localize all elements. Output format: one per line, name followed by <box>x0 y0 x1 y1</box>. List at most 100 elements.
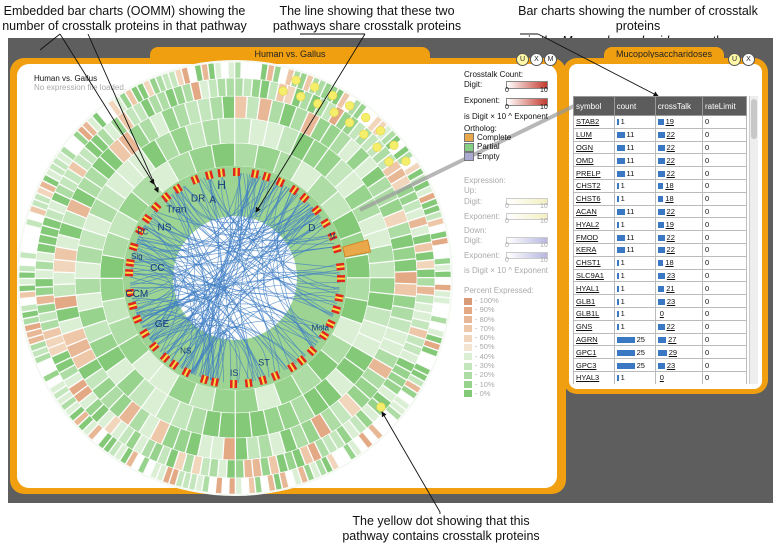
table-row[interactable]: CHST2 1 18 0 <box>573 178 748 193</box>
crosstalk-cell[interactable]: 19 <box>654 217 703 232</box>
crosstalk-cell[interactable]: 22 <box>654 242 703 257</box>
table-row[interactable]: GLB1 1 23 0 <box>573 294 748 308</box>
crosstalk-value[interactable]: 22 <box>666 206 675 216</box>
gene-symbol-link[interactable]: ACAN <box>573 204 615 219</box>
crosstalk-cell[interactable]: 0 <box>654 370 703 384</box>
table-row[interactable]: OGN 11 22 0 <box>573 140 748 155</box>
gene-symbol-link[interactable]: KERA <box>573 242 615 257</box>
gene-symbol-link[interactable]: SLC9A1 <box>573 268 615 283</box>
table-row[interactable]: GPC1 25 29 0 <box>573 345 748 360</box>
crosstalk-cell[interactable]: 18 <box>654 178 703 193</box>
gene-symbol-link[interactable]: AGRN <box>573 332 615 347</box>
crosstalk-value[interactable]: 0 <box>659 309 664 319</box>
gene-symbol-link[interactable]: LUM <box>573 127 615 142</box>
crosstalk-cell[interactable]: 22 <box>654 204 703 219</box>
crosstalk-cell[interactable]: 21 <box>654 281 703 296</box>
table-row[interactable]: AGRN 25 27 0 <box>573 332 748 347</box>
gene-symbol-link[interactable]: GPC3 <box>573 358 615 372</box>
left-panel-tab[interactable]: Human vs. Gallus <box>150 47 430 61</box>
crosstalk-value[interactable]: 29 <box>668 347 678 357</box>
gene-symbol-link[interactable]: CHST2 <box>573 178 615 193</box>
crosstalk-cell[interactable]: 22 <box>654 166 703 180</box>
table-row[interactable]: STAB2 1 19 0 <box>573 115 748 129</box>
table-row[interactable]: HYAL1 1 21 0 <box>573 281 748 296</box>
crosstalk-value[interactable]: 22 <box>666 155 675 165</box>
table-row[interactable]: GPC3 25 23 0 <box>573 358 748 372</box>
crosstalk-cell[interactable]: 22 <box>654 140 703 155</box>
crosstalk-value[interactable]: 27 <box>668 334 677 344</box>
table-row[interactable]: GLB1L 1 0 0 <box>573 306 748 321</box>
crosstalk-cell[interactable]: 19 <box>654 115 703 129</box>
crosstalk-cell[interactable]: 22 <box>654 153 703 168</box>
unpin-button[interactable]: U <box>516 53 529 66</box>
gene-symbol-link[interactable]: FMOD <box>573 230 615 244</box>
table-row[interactable]: LUM 11 22 0 <box>573 127 748 142</box>
table-row[interactable]: GNS 1 22 0 <box>573 319 748 334</box>
crosstalk-cell[interactable]: 29 <box>654 345 703 360</box>
crosstalk-value[interactable]: 22 <box>666 232 675 242</box>
crosstalk-cell[interactable]: 18 <box>654 191 703 206</box>
table-row[interactable]: PRELP 11 22 0 <box>573 166 748 180</box>
crosstalk-cell[interactable]: 22 <box>654 127 703 142</box>
crosstalk-value[interactable]: 23 <box>666 270 676 280</box>
close-button[interactable]: X <box>530 53 543 66</box>
crosstalk-value[interactable]: 22 <box>666 322 675 332</box>
column-header-symbol[interactable]: symbol <box>573 96 615 116</box>
table-row[interactable]: SLC9A1 1 23 0 <box>573 268 748 283</box>
gene-symbol-link[interactable]: CHST6 <box>573 191 615 206</box>
table-scrollbar-thumb[interactable] <box>751 99 757 139</box>
table-row[interactable]: HYAL3 1 0 0 <box>573 370 748 384</box>
gene-symbol-link[interactable]: GLB1L <box>573 306 615 321</box>
table-scrollbar[interactable] <box>749 96 758 384</box>
column-header-crosstalk[interactable]: crossTalk <box>654 96 703 116</box>
right-unpin-button[interactable]: U <box>728 53 741 66</box>
gene-symbol-link[interactable]: HYAL2 <box>573 217 615 232</box>
crosstalk-value[interactable]: 19 <box>665 219 674 229</box>
crosstalk-value[interactable]: 18 <box>665 194 674 204</box>
crosstalk-value[interactable]: 18 <box>665 258 674 268</box>
crosstalk-cell[interactable]: 23 <box>654 294 703 308</box>
gene-symbol-link[interactable]: HYAL1 <box>573 281 615 296</box>
crosstalk-cell[interactable]: 23 <box>654 358 703 372</box>
crosstalk-value[interactable]: 19 <box>665 117 674 127</box>
table-row[interactable]: CHST1 1 18 0 <box>573 255 748 270</box>
crosstalk-cell[interactable]: 18 <box>654 255 703 270</box>
crosstalk-cell[interactable]: 23 <box>654 268 703 283</box>
table-row[interactable]: ACAN 11 22 0 <box>573 204 748 219</box>
crosstalk-value[interactable]: 21 <box>666 283 675 293</box>
crosstalk-value[interactable]: 22 <box>666 168 675 178</box>
table-row[interactable]: KERA 11 22 0 <box>573 242 748 257</box>
table-row[interactable]: HYAL2 1 19 0 <box>573 217 748 232</box>
crosstalk-value[interactable]: 22 <box>666 130 675 140</box>
gene-symbol-link[interactable]: OMD <box>573 153 615 168</box>
gene-symbol-link[interactable]: STAB2 <box>573 115 615 129</box>
crosstalk-cell[interactable]: 0 <box>654 306 703 321</box>
crosstalk-value[interactable]: 22 <box>666 142 675 152</box>
table-row[interactable]: OMD 11 22 0 <box>573 153 748 168</box>
crosstalk-cell[interactable]: 22 <box>654 319 703 334</box>
gene-symbol-link[interactable]: GLB1 <box>573 294 615 308</box>
maximize-button[interactable]: M <box>544 53 557 66</box>
right-close-button[interactable]: X <box>742 53 755 66</box>
table-row[interactable]: CHST6 1 18 0 <box>573 191 748 206</box>
crosstalk-value[interactable]: 0 <box>659 373 664 383</box>
crosstalk-cell[interactable]: 27 <box>654 332 703 347</box>
crosstalk-dots[interactable] <box>278 75 411 412</box>
gene-symbol-link[interactable]: GNS <box>573 319 615 334</box>
oomm-bar-chart <box>172 183 183 194</box>
gene-symbol-link[interactable]: HYAL3 <box>573 370 615 384</box>
column-header-ratelimit[interactable]: rateLimit <box>701 96 748 116</box>
column-header-count[interactable]: count <box>613 96 656 116</box>
table-row[interactable]: FMOD 11 22 0 <box>573 230 748 244</box>
crosstalk-value[interactable]: 18 <box>665 181 674 191</box>
right-panel-tab[interactable]: Mucopolysaccharidoses <box>604 47 724 61</box>
gene-symbol-link[interactable]: CHST1 <box>573 255 615 270</box>
crosstalk-cell[interactable]: 22 <box>654 230 703 244</box>
gene-symbol-link[interactable]: GPC1 <box>573 345 615 360</box>
gene-symbol-link[interactable]: PRELP <box>573 166 615 180</box>
crosstalk-value[interactable]: 22 <box>666 245 675 255</box>
crosstalk-value[interactable]: 23 <box>666 360 676 370</box>
gene-symbol-link[interactable]: OGN <box>573 140 615 155</box>
crosstalk-value[interactable]: 23 <box>666 296 676 306</box>
